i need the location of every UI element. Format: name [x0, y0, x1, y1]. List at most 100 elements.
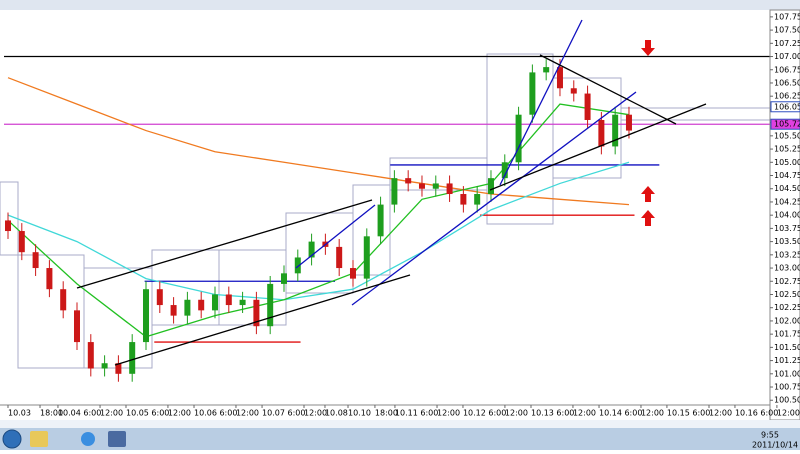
trendline — [489, 103, 707, 191]
taskbar-icon[interactable] — [108, 431, 126, 447]
candle-body — [363, 236, 370, 279]
candle-body — [598, 119, 605, 147]
candle-body — [73, 310, 80, 343]
candle-body — [32, 252, 39, 269]
arrows — [641, 40, 655, 226]
y-tick-label: 104.000 — [774, 211, 800, 220]
clock-time: 9:55 — [761, 431, 779, 440]
candle-body — [46, 268, 53, 290]
taskbar-icon[interactable] — [30, 431, 48, 447]
title-bar — [0, 0, 800, 10]
price-label-box — [770, 101, 800, 113]
y-tick-label: 103.250 — [774, 250, 800, 259]
candle-body — [529, 72, 536, 115]
candle-body — [211, 294, 218, 311]
candle-body — [184, 299, 191, 316]
candle-body — [156, 289, 163, 306]
y-tick-label: 104.250 — [774, 197, 800, 206]
x-tick-label: 18:00 — [375, 409, 398, 418]
x-tick-label: 12:00 — [100, 409, 123, 418]
price-axis — [769, 9, 800, 421]
candle-body — [198, 299, 205, 311]
y-tick-label: 101.000 — [774, 369, 800, 378]
candle-body — [253, 299, 260, 327]
candle-body — [101, 363, 108, 369]
trendlines — [76, 19, 707, 366]
start-button[interactable] — [2, 429, 22, 449]
candle-body — [405, 178, 412, 184]
x-tick-label: 12:00 — [236, 409, 259, 418]
candle-body — [501, 162, 508, 179]
y-tick-label: 102.500 — [774, 290, 800, 299]
y-tick-label: 101.250 — [774, 356, 800, 365]
candle-body — [129, 342, 136, 374]
x-tick-label: 10.05 6:00 — [126, 409, 169, 418]
y-tick-label: 102.000 — [774, 316, 800, 325]
y-tick-label: 104.750 — [774, 171, 800, 180]
price-label: 106.050 — [774, 102, 800, 111]
x-tick-label: 10.14 6:00 — [599, 409, 642, 418]
trendline — [351, 91, 637, 306]
x-tick-label: 10.13 6:00 — [531, 409, 574, 418]
y-tick-label: 103.500 — [774, 237, 800, 246]
x-tick-label: 12:00 — [641, 409, 664, 418]
y-tick-label: 107.000 — [774, 52, 800, 61]
trendline — [539, 54, 677, 125]
candle-body — [556, 67, 563, 89]
candle-body — [474, 194, 481, 205]
x-tick-label: 10.04 6:00 — [58, 409, 101, 418]
y-tick-label: 106.250 — [774, 92, 800, 101]
x-tick-label: 10.16 6:00 — [735, 409, 778, 418]
y-tick-label: 101.750 — [774, 330, 800, 339]
price-label: 105.720 — [774, 120, 800, 129]
candle-body — [308, 241, 315, 258]
candle-body — [18, 231, 25, 253]
trendline — [295, 204, 376, 269]
candle-body — [239, 299, 246, 306]
candle-body — [280, 273, 287, 284]
chart-area — [0, 10, 800, 420]
candle-body — [170, 305, 177, 316]
candle-body — [543, 67, 550, 73]
moving-average — [7, 161, 630, 301]
candle-body — [377, 204, 384, 237]
candle-body — [625, 114, 632, 131]
y-tick-label: 102.250 — [774, 303, 800, 312]
trendline — [76, 199, 373, 289]
y-tick-label: 100.750 — [774, 383, 800, 392]
candle-body — [87, 342, 94, 369]
x-tick-label: 10.06 6:00 — [194, 409, 237, 418]
candle-body — [391, 178, 398, 205]
x-tick-label: 10.07 6:00 — [262, 409, 305, 418]
y-tick-label: 107.250 — [774, 39, 800, 48]
arrow-up — [641, 186, 655, 202]
x-tick-label: 10.08 — [325, 409, 348, 418]
y-tick-label: 102.750 — [774, 277, 800, 286]
y-tick-label: 105.250 — [774, 145, 800, 154]
status-bar — [0, 420, 800, 428]
candle-body — [584, 93, 591, 120]
x-tick-label: 10.11 6:00 — [395, 409, 438, 418]
y-tick-label: 104.500 — [774, 184, 800, 193]
candle-body — [60, 289, 67, 311]
x-tick-label: 12:00 — [709, 409, 732, 418]
taskbar-icon[interactable] — [81, 432, 95, 446]
x-tick-label: 10.10 — [348, 409, 371, 418]
candle-body — [115, 363, 122, 374]
y-tick-label: 100.500 — [774, 396, 800, 405]
box — [352, 184, 391, 276]
series-layer — [4, 55, 770, 382]
x-tick-label: 12:00 — [505, 409, 528, 418]
candle-body — [446, 183, 453, 195]
y-tick-label: 105.000 — [774, 158, 800, 167]
box — [552, 77, 622, 179]
y-tick-label: 107.750 — [774, 12, 800, 21]
price-label-box — [770, 118, 800, 130]
candle-body — [142, 289, 149, 343]
x-tick-label: 12:00 — [304, 409, 327, 418]
y-tick-label: 106.750 — [774, 65, 800, 74]
candle-body — [570, 88, 577, 94]
arrow-up — [641, 210, 655, 226]
candle-body — [432, 183, 439, 189]
